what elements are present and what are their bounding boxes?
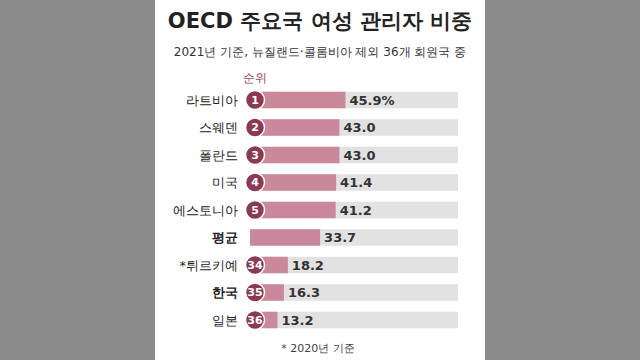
track [250, 312, 458, 329]
rank-badge [246, 146, 265, 165]
rank-badge [246, 311, 265, 330]
tracks [250, 92, 458, 329]
category-label: 일본 [212, 313, 238, 328]
labels: 라트비아 1 45.9% 스웨덴 2 43.0 폴란드 3 43.0 미국 4 41.4 에스토니아 5 4… [173, 91, 395, 330]
rank-label: 5 [251, 204, 259, 217]
chart: OECD 주요국 여성 관리자 비중 2021년 기준, 뉴질랜드·콜롬비아 제외… [0, 0, 640, 360]
track [250, 174, 458, 191]
track [250, 92, 458, 109]
data-label: 33.7 [324, 230, 356, 245]
data-label: 43.0 [343, 148, 375, 163]
track [250, 147, 458, 164]
subtitle: 2021년 기준, 뉴질랜드·콜롬비아 제외 36개 회원국 중 [174, 45, 466, 59]
category-label: 한국 [212, 285, 238, 300]
rank-badge [246, 283, 265, 302]
rank-label: 35 [247, 286, 262, 299]
track [250, 119, 458, 136]
data-label: 45.9% [349, 93, 394, 108]
rank-badge [246, 118, 265, 137]
category-label: 스웨덴 [199, 120, 238, 135]
rank-label: 1 [251, 94, 259, 107]
rank-label: 34 [247, 259, 263, 272]
title: OECD 주요국 여성 관리자 비중 [168, 9, 472, 33]
track [250, 229, 458, 246]
data-label: 18.2 [292, 258, 324, 273]
track [250, 284, 458, 301]
category-label: 평균 [212, 230, 238, 245]
rank-badge [246, 173, 265, 192]
rank-label: 2 [251, 121, 259, 134]
rank-badge [246, 256, 265, 275]
track [250, 202, 458, 219]
rank-label: 36 [247, 314, 263, 327]
data-label: 16.3 [288, 285, 320, 300]
data-label: 41.4 [340, 175, 372, 190]
track [250, 257, 458, 274]
rank-header: 순위 [243, 71, 267, 85]
rank-badge [246, 91, 265, 110]
rank-badge [246, 201, 265, 220]
data-label: 43.0 [343, 120, 375, 135]
rank-label: 4 [251, 176, 259, 189]
background [0, 0, 640, 360]
data-label: 41.2 [340, 203, 372, 218]
rank-label: 3 [251, 149, 259, 162]
footnote: * 2020년 기준 [281, 342, 355, 355]
category-label: 미국 [212, 175, 238, 190]
panel [155, 0, 485, 360]
category-label: *튀르키예 [180, 258, 239, 273]
category-label: 에스토니아 [173, 203, 238, 218]
category-label: 폴란드 [199, 148, 238, 163]
data-label: 13.2 [281, 313, 313, 328]
category-label: 라트비아 [186, 93, 238, 108]
bar [250, 229, 320, 246]
